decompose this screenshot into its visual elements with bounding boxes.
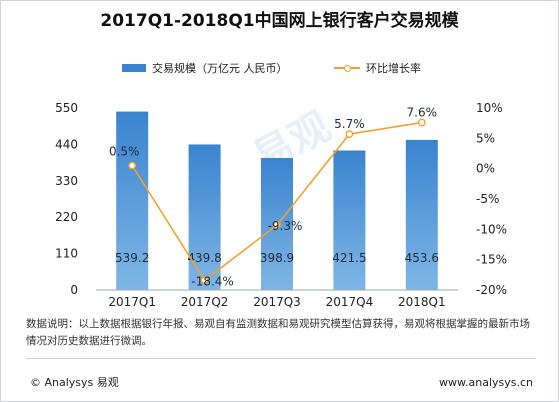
line-swatch xyxy=(334,63,360,73)
footer-divider xyxy=(26,358,536,359)
legend-line: 环比增长率 xyxy=(334,60,421,76)
y-right-tick-label: 5% xyxy=(476,131,495,145)
legend-bar-label: 交易规模（万亿元 人民币） xyxy=(152,62,288,75)
growth-value-label: -18.4% xyxy=(191,274,233,288)
bar-value-label: 539.2 xyxy=(115,251,149,265)
growth-value-label: -9.3% xyxy=(268,219,303,233)
footer-website: www.analysys.cn xyxy=(439,376,533,389)
bar xyxy=(333,150,366,290)
y-right-tick-label: -20% xyxy=(476,283,507,297)
x-tick-label: 2017Q2 xyxy=(181,295,229,309)
chart-title: 2017Q1-2018Q1中国网上银行客户交易规模 xyxy=(100,11,459,31)
y-left-tick-label: 440 xyxy=(55,137,78,151)
growth-point xyxy=(273,221,281,229)
bar-value-label: 439.8 xyxy=(187,251,221,265)
growth-value-label: 5.7% xyxy=(334,117,365,131)
footer-copyright: © Analysys 易观 xyxy=(30,376,119,389)
y-left-tick-label: 550 xyxy=(55,101,78,115)
growth-point xyxy=(128,161,137,170)
x-tick-label: 2017Q3 xyxy=(253,295,301,309)
x-tick-label: 2017Q1 xyxy=(108,295,156,309)
y-left-tick-label: 110 xyxy=(55,247,78,261)
bar-swatch xyxy=(122,64,146,72)
legend-line-label: 环比增长率 xyxy=(366,62,421,75)
y-right-tick-label: 10% xyxy=(476,101,503,115)
bar xyxy=(188,144,221,290)
x-tick-label: 2017Q4 xyxy=(326,295,374,309)
x-tick-label: 2018Q1 xyxy=(398,295,446,309)
bar xyxy=(405,139,438,290)
bar-value-label: 398.9 xyxy=(260,251,294,265)
legend-bar: 交易规模（万亿元 人民币） xyxy=(122,60,288,76)
y-right-tick-label: -15% xyxy=(476,253,507,267)
y-right-tick-label: -5% xyxy=(476,192,499,206)
y-left-tick-label: 0 xyxy=(70,283,78,297)
growth-point xyxy=(200,276,209,285)
y-left-tick-label: 220 xyxy=(55,210,78,224)
bar-value-label: 453.6 xyxy=(405,251,439,265)
y-left-tick-label: 330 xyxy=(55,174,78,188)
growth-value-label: 7.6% xyxy=(407,106,438,120)
growth-point xyxy=(417,118,426,127)
bar-value-label: 421.5 xyxy=(332,251,366,265)
data-note: 数据说明：以上数据根据银行年报、易观自有监测数据和易观研究模型估算获得，易观将根… xyxy=(26,318,530,347)
y-right-tick-label: -10% xyxy=(476,222,507,236)
y-right-tick-label: 0% xyxy=(476,162,495,176)
growth-value-label: 0.5% xyxy=(109,145,140,159)
bar xyxy=(116,111,149,290)
growth-point xyxy=(345,130,354,138)
